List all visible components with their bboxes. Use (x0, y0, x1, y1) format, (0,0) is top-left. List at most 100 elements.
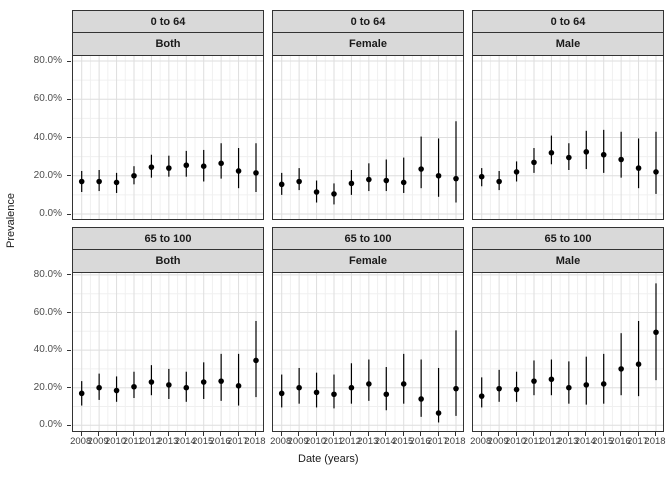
x-axis-tick (515, 432, 517, 436)
point-marker (418, 396, 424, 402)
pointrange (383, 159, 390, 192)
plot-area (72, 56, 264, 220)
point-marker (478, 173, 485, 180)
pointrange (218, 353, 224, 401)
x-tick-label: 2016 (209, 436, 231, 447)
point-marker (383, 391, 390, 398)
point-marker (183, 162, 190, 169)
y-axis-tick (67, 349, 71, 351)
x-axis-tick (637, 432, 639, 436)
point-marker (653, 329, 659, 336)
pointrange (383, 367, 390, 411)
x-axis-tick (237, 432, 239, 436)
facet-strip-age-group: 0 to 64 (72, 10, 264, 33)
plot-area (472, 273, 664, 432)
point-marker (278, 181, 285, 188)
pointrange (131, 166, 137, 185)
x-axis-tick (655, 432, 656, 436)
x-axis-tick (115, 432, 117, 436)
x-axis-tick (602, 432, 604, 436)
facet-strip-age-group: 0 to 64 (472, 10, 664, 33)
x-tick-label: 2014 (574, 436, 596, 447)
x-axis-tick (202, 432, 204, 436)
pointrange (183, 371, 190, 402)
pointrange (496, 170, 502, 191)
x-tick-label: 2012 (539, 436, 561, 447)
pointrange (166, 155, 172, 177)
x-tick-label: 2017 (626, 436, 649, 447)
facet-panel-65to100-male: 65 to 100 Male (472, 227, 664, 432)
pointrange (78, 381, 85, 406)
x-axis-tick (585, 432, 587, 436)
point-marker (331, 391, 337, 398)
x-axis-tick (532, 432, 534, 436)
point-marker (583, 149, 590, 155)
facet-panel-65to100-female: 65 to 100 Female (272, 227, 464, 432)
point-marker (148, 379, 155, 385)
facet-strip-sex: Male (472, 250, 664, 273)
pointrange (653, 131, 659, 194)
point-marker (548, 376, 555, 383)
point-marker (478, 393, 485, 399)
x-tick-label: 2011 (122, 436, 144, 447)
pointrange (453, 330, 459, 416)
pointrange (635, 320, 642, 397)
y-tick-label: 20.0% (33, 169, 62, 181)
pointrange (435, 138, 442, 197)
x-tick-label: 2009 (487, 436, 509, 447)
pointrange (600, 129, 607, 173)
pointrange (618, 131, 624, 178)
y-axis-tick (67, 424, 71, 426)
pointrange (200, 362, 207, 399)
x-axis-tick (480, 432, 482, 436)
point-marker (331, 191, 337, 197)
pointrange (566, 361, 572, 404)
pointrange (366, 359, 372, 401)
point-marker (366, 381, 372, 387)
pointrange (478, 377, 485, 408)
x-axis-tick (567, 432, 569, 436)
x-tick-label: 2018 (244, 436, 266, 447)
x-tick-label: 2018 (644, 436, 666, 447)
y-axis-tick (67, 387, 71, 389)
x-tick-label: 2013 (557, 436, 579, 447)
point-marker (183, 384, 190, 391)
point-marker (366, 176, 372, 183)
point-marker (566, 154, 572, 161)
x-tick-label: 2012 (139, 436, 161, 447)
pointrange (113, 172, 120, 193)
x-tick-label: 2017 (426, 436, 449, 447)
y-tick-label: 0.0% (39, 419, 62, 431)
point-marker (548, 150, 555, 156)
point-marker (296, 384, 302, 391)
x-tick-label: 2008 (470, 436, 492, 447)
y-axis-tick (67, 213, 71, 215)
x-axis-tick (455, 432, 456, 436)
x-axis-tick (315, 432, 317, 436)
y-axis-tick (67, 175, 71, 177)
pointrange (331, 374, 337, 409)
pointrange (296, 168, 302, 191)
pointrange (435, 367, 442, 423)
pointrange (583, 130, 590, 170)
y-tick-label: 40.0% (33, 344, 62, 356)
facet-strip-sex: Male (472, 33, 664, 56)
point-marker (278, 390, 285, 397)
pointrange (348, 170, 355, 195)
pointrange (218, 143, 224, 179)
pointrange (418, 359, 424, 417)
y-axis-tick (67, 312, 71, 313)
facet-strip-age-group: 65 to 100 (72, 227, 264, 250)
point-marker (618, 366, 624, 372)
pointrange (78, 170, 85, 193)
y-tick-label: 80.0% (33, 55, 62, 66)
y-tick-label: 20.0% (33, 381, 62, 393)
point-marker (400, 381, 407, 387)
point-marker (113, 387, 120, 394)
x-axis-tick (150, 432, 152, 436)
facet-strip-sex: Female (272, 33, 464, 56)
facet-panel-65to100-both: 65 to 100 Both (72, 227, 264, 432)
x-tick-label: 2008 (70, 436, 92, 447)
x-tick-label: 2015 (192, 436, 214, 447)
x-axis-tick (437, 432, 439, 436)
